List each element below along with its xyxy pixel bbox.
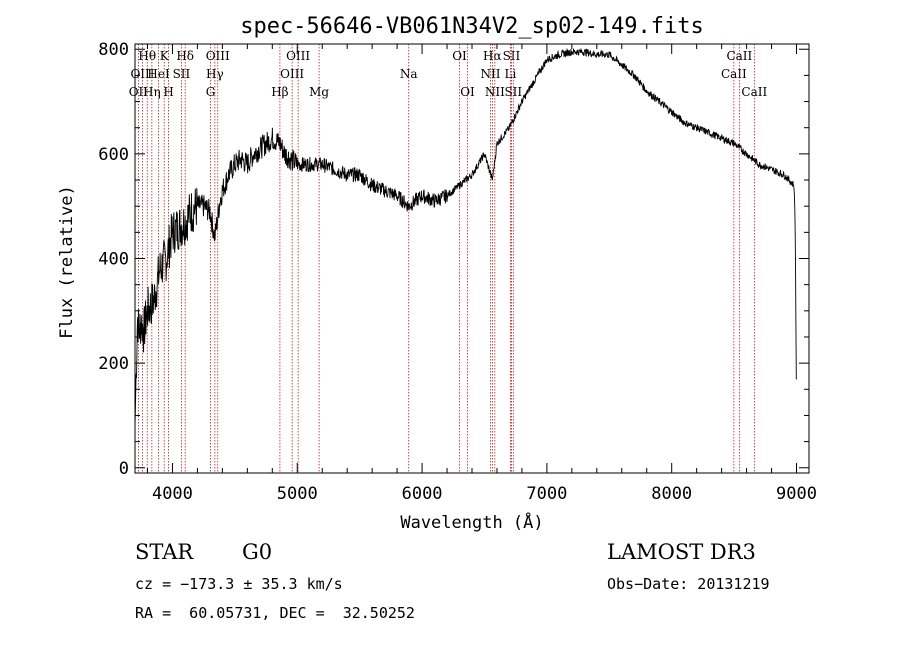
x-axis-label: Wavelength (Å) [400,511,543,533]
spectral-line-label: Hβ [271,85,288,99]
observation-date: Obs−Date: 20131219 [607,575,770,593]
y-tick-label: 800 [98,40,129,60]
x-tick-label: 6000 [402,484,443,504]
spectral-line-label: HeI [147,67,170,81]
spectral-class: STAR [135,540,194,564]
x-tick-label: 5000 [277,484,318,504]
spectral-line-label: Hα [483,49,502,63]
y-axis-label: Flux (relative) [57,185,77,339]
spectral-line-label: Hη [143,85,161,99]
redshift-velocity: cz = −173.3 ± 35.3 km/s [135,575,343,593]
spectral-line-label: Hθ [138,49,156,63]
spectral-line-label: OIII [286,49,310,63]
spectral-line-label: SII [503,49,521,63]
coordinates: RA = 60.05731, DEC = 32.50252 [135,604,415,622]
spectral-line-label: K [160,49,170,63]
chart-title: spec-56646-VB061N34V2_sp02-149.fits [240,14,704,39]
spectral-subclass: G0 [242,540,273,564]
spectral-line-label: OIII [130,67,154,81]
spectral-line-label: G [206,85,216,99]
spectral-line-label: Hδ [176,49,194,63]
spectral-line-label: OIII [206,49,230,63]
spectral-line-label: Mg [309,85,329,99]
spectral-line-label: NII [480,67,500,81]
spectral-line-label: SII [504,85,522,99]
x-tick-label: 4000 [152,484,193,504]
plot-frame [134,43,810,474]
spectral-line-label: Na [400,67,418,81]
spectral-line-label: CaII [721,67,747,81]
y-tick-label: 600 [98,145,129,165]
spectral-line-label: CaII [741,85,767,99]
x-tick-label: 8000 [651,484,692,504]
x-tick-label: 9000 [776,484,817,504]
spectral-line-label: OIII [280,67,304,81]
spectral-line-label: OII [129,85,149,99]
y-tick-label: 400 [98,250,129,270]
spectral-line-label: OI [452,49,467,63]
y-tick-label: 200 [98,354,129,374]
spectral-line-label: Hγ [206,67,224,81]
spectral-line-label: H [163,85,173,99]
spectral-line-label: OI [460,85,475,99]
spectrum-line [134,47,797,426]
x-tick-label: 7000 [526,484,567,504]
spectral-line-label: NII [485,85,505,99]
spectral-line-label: Li [505,67,517,81]
survey-name: LAMOST DR3 [607,540,756,564]
spectral-line-label: CaII [726,49,752,63]
spectral-line-label: SII [173,67,191,81]
y-tick-label: 0 [119,459,129,479]
